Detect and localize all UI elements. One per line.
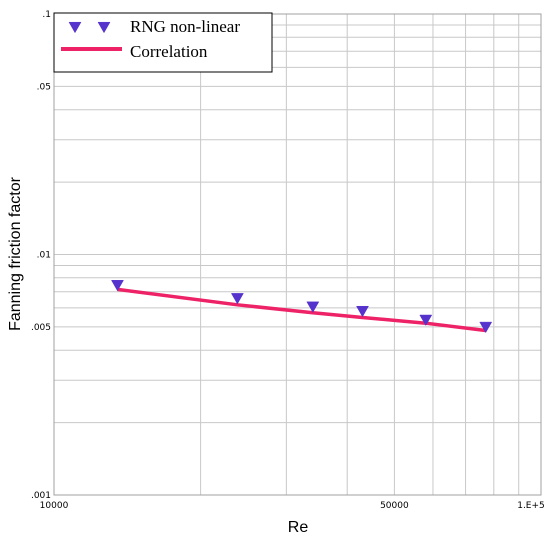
- rng-data-point: [419, 314, 433, 327]
- y-tick-label: .005: [31, 323, 51, 333]
- y-tick-label: .1: [42, 10, 51, 20]
- x-tick-label: 50000: [380, 501, 409, 511]
- x-tick-label: 1.E+5: [517, 501, 545, 511]
- y-axis-label: Fanning friction factor: [7, 176, 24, 331]
- legend: RNG non-linear Correlation: [53, 12, 273, 73]
- rng-data-point: [111, 280, 124, 292]
- legend-markers: [68, 21, 111, 34]
- y-tick-labels: .1 .05 .01 .005 .001: [31, 10, 51, 501]
- rng-data-point: [479, 321, 493, 334]
- y-tick-label: .01: [37, 251, 51, 261]
- plot-frame: [53, 13, 542, 496]
- x-axis-label: Re: [288, 519, 309, 536]
- rng-data-point: [356, 305, 369, 318]
- rng-data-point: [230, 293, 244, 305]
- legend-triangle-marker: [68, 21, 82, 34]
- legend-label-correlation: Correlation: [130, 42, 208, 61]
- x-tick-label: 10000: [40, 501, 69, 511]
- x-tick-labels: 10000 50000 1.E+5: [40, 501, 545, 511]
- rng-data-point: [306, 301, 320, 313]
- correlation-line: [117, 287, 486, 333]
- y-tick-label: .05: [37, 82, 51, 92]
- legend-label-rng: RNG non-linear: [130, 17, 240, 36]
- legend-triangle-marker: [97, 21, 111, 34]
- y-tick-label: .001: [31, 491, 51, 501]
- legend-box: [53, 12, 273, 73]
- grid: [54, 14, 541, 496]
- plot-border: [53, 13, 542, 496]
- series-layer: [111, 280, 493, 334]
